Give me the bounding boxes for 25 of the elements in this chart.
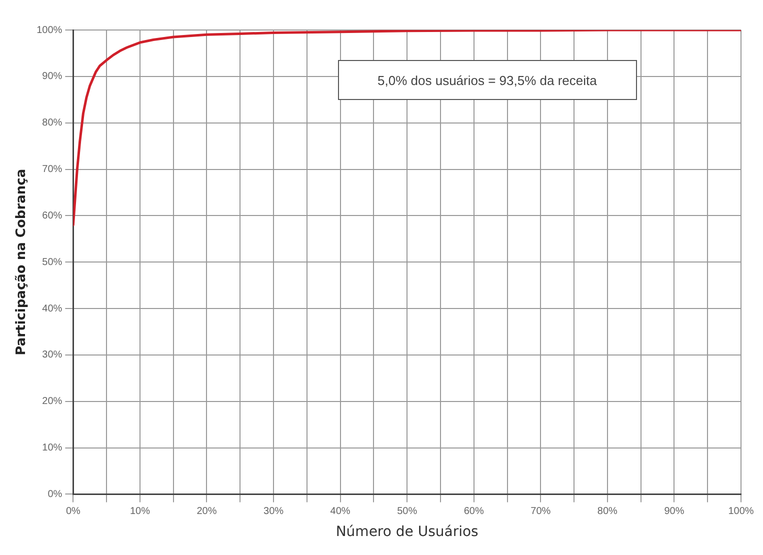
y-tick-label: 80% bbox=[42, 118, 62, 129]
x-tick-label: 40% bbox=[330, 506, 350, 517]
x-tick-label: 80% bbox=[597, 506, 618, 517]
y-tick-label: 30% bbox=[42, 350, 62, 361]
y-tick-label: 10% bbox=[42, 442, 62, 454]
y-tick-label: 100% bbox=[36, 24, 62, 36]
x-tick-label: 90% bbox=[664, 506, 684, 517]
x-tick-label: 60% bbox=[464, 506, 484, 517]
y-tick-label: 90% bbox=[42, 71, 62, 82]
x-tick-label: 0% bbox=[66, 506, 81, 517]
y-tick-label: 20% bbox=[42, 396, 62, 408]
y-tick-label: 60% bbox=[42, 210, 62, 222]
x-tick-label: 20% bbox=[196, 506, 217, 517]
y-tick-label: 40% bbox=[42, 303, 62, 314]
y-tick-label: 50% bbox=[42, 256, 62, 268]
x-tick-label: 70% bbox=[530, 506, 551, 517]
x-tick-label: 30% bbox=[264, 506, 284, 517]
x-axis-title: Número de Usuários bbox=[336, 524, 478, 540]
x-tick-label: 100% bbox=[728, 506, 754, 517]
text-box: 5,0% dos usuários = 93,5% da receita bbox=[338, 60, 637, 100]
y-tick-label: 0% bbox=[48, 488, 62, 500]
y-axis-title: Participação na Cobrança bbox=[14, 168, 30, 356]
x-tick-label: 50% bbox=[397, 506, 418, 517]
y-tick-label: 70% bbox=[42, 164, 62, 176]
x-tick-label: 10% bbox=[130, 506, 150, 517]
